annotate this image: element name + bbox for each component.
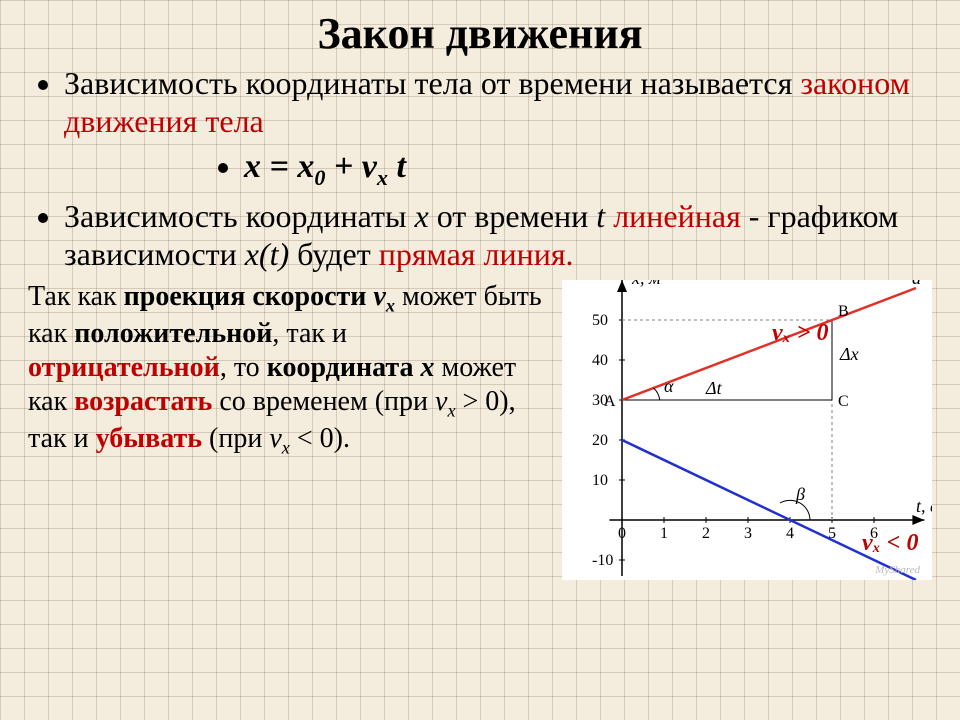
svg-text:t, с: t, с: [916, 496, 932, 516]
straight-line-red: прямая линия.: [379, 236, 574, 272]
lower-row: Так как проекция скорости vx может быть …: [28, 280, 932, 580]
svg-text:α: α: [664, 376, 674, 396]
svg-text:20: 20: [592, 432, 608, 449]
slide-content: Закон движения Зависимость координаты те…: [0, 0, 960, 580]
xt-chart: x, мt, с0123456-101020304050αβABCΔtΔxab …: [562, 280, 932, 580]
bullet-linear: Зависимость координаты x от времени t ли…: [64, 198, 932, 274]
svg-text:4: 4: [786, 525, 794, 542]
def-plain: Зависимость координаты тела от времени н…: [64, 65, 800, 101]
watermark: MyShared: [875, 564, 920, 576]
svg-text:Δx: Δx: [839, 344, 859, 364]
explanation-paragraph: Так как проекция скорости vx может быть …: [28, 280, 552, 459]
svg-text:10: 10: [592, 472, 608, 489]
bullet-definition: Зависимость координаты тела от времени н…: [64, 65, 932, 190]
svg-text:0: 0: [618, 525, 626, 542]
linear-red: линейная: [613, 198, 741, 234]
svg-text:40: 40: [592, 352, 608, 369]
svg-text:50: 50: [592, 312, 608, 329]
main-bullets: Зависимость координаты тела от времени н…: [28, 65, 932, 274]
svg-text:3: 3: [744, 525, 752, 542]
svg-text:B: B: [838, 303, 849, 320]
svg-text:β: β: [795, 484, 805, 504]
annotation-vx-positive: vₓ > 0: [772, 320, 828, 347]
svg-text:A: A: [604, 393, 616, 410]
equation-list: x = x0 + vx t: [64, 147, 932, 191]
svg-text:1: 1: [660, 525, 668, 542]
equation: x = x0 + vx t: [244, 147, 932, 191]
page-title: Закон движения: [28, 8, 932, 59]
svg-text:x, м: x, м: [631, 280, 661, 288]
svg-text:2: 2: [702, 525, 710, 542]
svg-text:-10: -10: [592, 552, 613, 569]
svg-text:a: a: [912, 280, 921, 288]
svg-text:C: C: [838, 393, 849, 410]
svg-text:Δt: Δt: [705, 378, 723, 398]
annotation-vx-negative: vₓ < 0: [862, 530, 918, 557]
